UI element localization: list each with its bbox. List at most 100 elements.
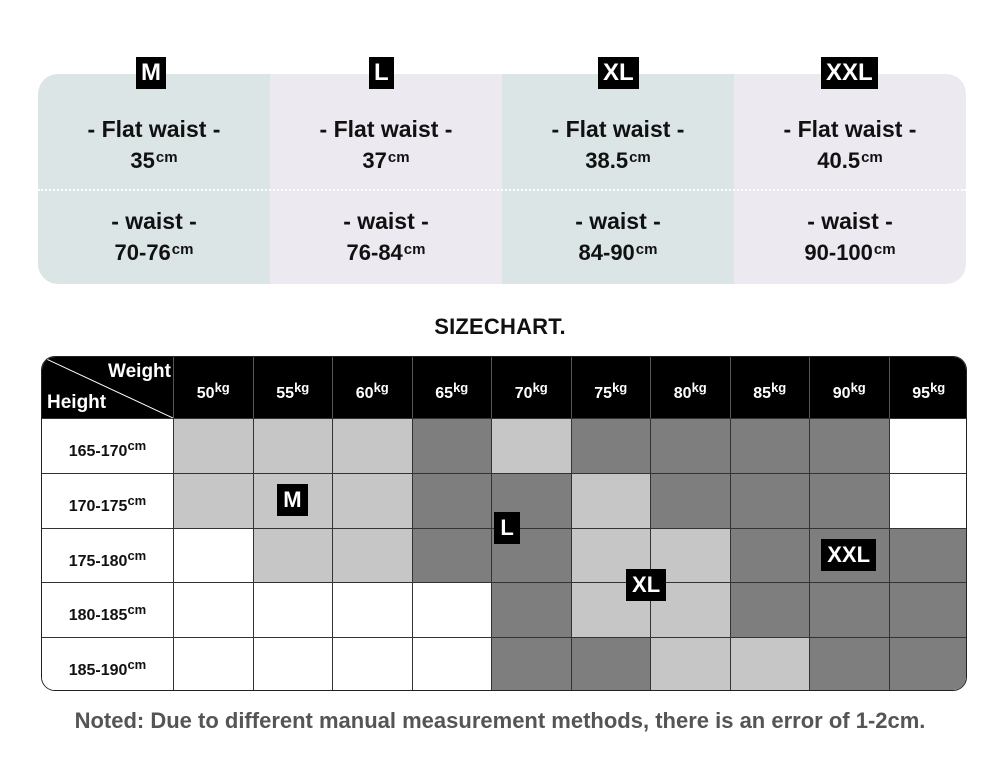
size-chart-title: SIZECHART. (434, 314, 566, 339)
weight-header-70: 70kg (491, 357, 571, 418)
weight-header-90: 90kg (809, 357, 889, 418)
waist-column-m: - Flat waist - 35cm - waist - 70-76cm (38, 74, 270, 284)
zone-label-xxl: XXL (821, 539, 877, 571)
measurement-note: Noted: Due to different manual measureme… (74, 708, 926, 733)
waist-column-l: - Flat waist - 37cm - waist - 76-84cm (270, 74, 502, 284)
grid-cell (809, 472, 889, 528)
waist-panel: - Flat waist - 35cm - waist - 70-76cm - … (38, 74, 966, 284)
weight-axis-label: Weight (108, 361, 171, 382)
waist-column-xxl: - Flat waist - 40.5cm - waist - 90-100cm (734, 74, 966, 284)
flat-waist-value: 38.5cm (585, 148, 651, 173)
grid-cell (411, 582, 491, 638)
waist-value: 90-100cm (804, 240, 896, 265)
grid-cell (173, 472, 253, 528)
weight-header-95: 95kg (888, 357, 966, 418)
zone-label-l: L (494, 511, 520, 544)
grid-cell (491, 637, 571, 690)
grid-cell (650, 637, 730, 690)
waist-value: 76-84cm (346, 240, 426, 265)
grid-cell (173, 637, 253, 690)
weight-header-60: 60kg (332, 357, 412, 418)
grid-cell (332, 527, 412, 583)
dotted-divider (38, 189, 966, 191)
grid-cell (888, 472, 966, 528)
flat-waist-label: - Flat waist - (87, 116, 221, 142)
zone-label-m: M (277, 484, 308, 517)
grid-cell (570, 637, 650, 690)
grid-cell (332, 582, 412, 638)
flat-waist-cell: - Flat waist - 38.5cm (502, 116, 734, 175)
zone-label-xl: XL (626, 569, 667, 602)
size-chart-table: Weight Height 50kg 55kg 60kg 65kg 70kg 75kg 80… (41, 356, 967, 691)
weight-header-80: 80kg (650, 357, 730, 418)
grid-cell (570, 472, 650, 528)
size-tag-xl: XL (598, 57, 639, 89)
flat-waist-value: 35cm (130, 148, 178, 173)
height-header-165-170: 165-170cm (42, 418, 173, 473)
grid-cell (411, 527, 491, 583)
grid-cell (809, 637, 889, 690)
grid-cell (252, 637, 332, 690)
waist-value: 70-76cm (114, 240, 194, 265)
weight-header-85: 85kg (729, 357, 809, 418)
grid-cell (650, 472, 730, 528)
grid-cell (888, 527, 966, 583)
height-header-180-185: 180-185cm (42, 582, 173, 638)
grid-cell (809, 582, 889, 638)
height-header-170-175: 170-175cm (42, 472, 173, 528)
grid-cell (252, 418, 332, 473)
waist-value: 84-90cm (578, 240, 658, 265)
grid-cell (332, 637, 412, 690)
grid-cell (173, 418, 253, 473)
size-tag-l: L (369, 57, 394, 89)
grid-cell (650, 418, 730, 473)
grid-cell (729, 418, 809, 473)
weight-header-50: 50kg (173, 357, 253, 418)
grid-cell (809, 418, 889, 473)
diagonal-line-icon (42, 357, 173, 418)
waist-cell: - waist - 90-100cm (734, 208, 966, 267)
grid-cell (888, 418, 966, 473)
grid-cell (729, 472, 809, 528)
flat-waist-cell: - Flat waist - 40.5cm (734, 116, 966, 175)
height-axis-label: Height (47, 392, 107, 413)
grid-cell (491, 418, 571, 473)
waist-cell: - waist - 84-90cm (502, 208, 734, 267)
size-tag-m: M (136, 57, 166, 89)
waist-label: - waist - (343, 208, 429, 234)
grid-cell (570, 418, 650, 473)
waist-cell: - waist - 76-84cm (270, 208, 502, 267)
flat-waist-label: - Flat waist - (319, 116, 453, 142)
weight-header-75: 75kg (570, 357, 650, 418)
grid-cell (173, 527, 253, 583)
grid-cell (729, 582, 809, 638)
table-corner-header: Weight Height (42, 357, 173, 418)
height-header-175-180: 175-180cm (42, 527, 173, 583)
flat-waist-value: 40.5cm (817, 148, 883, 173)
waist-column-xl: - Flat waist - 38.5cm - waist - 84-90cm (502, 74, 734, 284)
grid-cell (411, 472, 491, 528)
grid-cell (332, 472, 412, 528)
grid-cell (888, 582, 966, 638)
grid-cell (252, 527, 332, 583)
flat-waist-label: - Flat waist - (783, 116, 917, 142)
waist-cell: - waist - 70-76cm (38, 208, 270, 267)
flat-waist-cell: - Flat waist - 37cm (270, 116, 502, 175)
waist-label: - waist - (807, 208, 893, 234)
grid-cell (411, 418, 491, 473)
waist-label: - waist - (575, 208, 661, 234)
height-header-185-190: 185-190cm (42, 637, 173, 690)
weight-header-65: 65kg (411, 357, 491, 418)
grid-cell (888, 637, 966, 690)
weight-header-55: 55kg (252, 357, 332, 418)
grid-cell (729, 637, 809, 690)
size-tag-xxl: XXL (821, 57, 878, 89)
flat-waist-label: - Flat waist - (551, 116, 685, 142)
flat-waist-value: 37cm (362, 148, 410, 173)
grid-cell (491, 582, 571, 638)
flat-waist-cell: - Flat waist - 35cm (38, 116, 270, 175)
grid-cell (173, 582, 253, 638)
waist-label: - waist - (111, 208, 197, 234)
grid-cell (729, 527, 809, 583)
grid-cell (252, 582, 332, 638)
